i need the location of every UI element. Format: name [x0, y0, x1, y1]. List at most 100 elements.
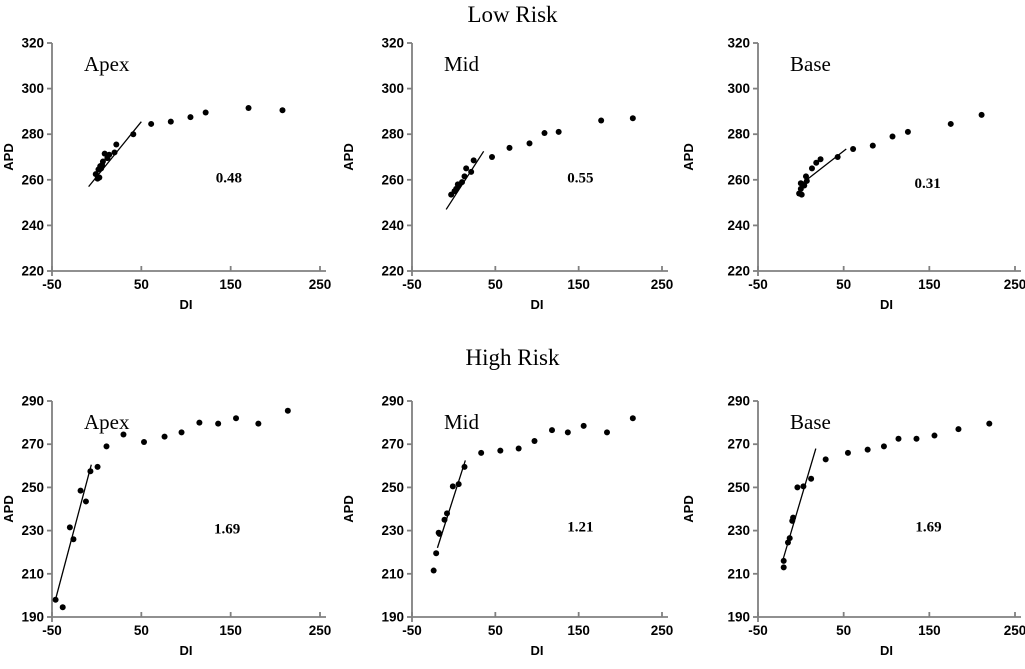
- data-point: [541, 130, 548, 137]
- chart-cell-high-apex: -50 50 150 250 190 210 230 250 270 290 DI APD Apex 1.…: [0, 387, 340, 669]
- data-point: [850, 146, 857, 153]
- y-tick-label: 300: [21, 81, 44, 96]
- data-point: [94, 463, 101, 470]
- chart-low-risk-mid: -50 50 150 250 220 240 260 280 300 320 DI APD Mid 0.5…: [341, 36, 674, 313]
- data-point: [986, 420, 993, 427]
- chart-cell-low-base: -50 50 150 250 220 240 260 280 300 320 DI APD Base 0.…: [680, 28, 1025, 331]
- y-tick-label: 220: [21, 264, 44, 279]
- x-tick-label: 150: [567, 623, 590, 638]
- x-tick-label: 50: [836, 623, 851, 638]
- data-point: [215, 420, 222, 427]
- data-point: [161, 433, 168, 440]
- data-point: [794, 484, 801, 491]
- data-point: [463, 165, 470, 172]
- data-point: [808, 165, 815, 172]
- data-point: [803, 177, 810, 184]
- y-axis-label: APD: [341, 495, 356, 522]
- panel-label: Apex: [84, 52, 130, 76]
- charts-row-low-risk: -50 50 150 250 220 240 260 280 300 320 DI APD Apex 0.…: [0, 28, 1025, 331]
- data-point: [817, 156, 824, 163]
- panel-label: Mid: [444, 52, 480, 76]
- data-point: [489, 154, 495, 160]
- y-tick-label: 190: [21, 610, 44, 625]
- chart-cell-high-mid: -50 50 150 250 190 210 230 250 270 290 DI APD Mid 1.2…: [340, 387, 680, 669]
- data-point: [889, 133, 896, 140]
- data-point: [103, 443, 110, 450]
- data-point: [233, 415, 240, 422]
- data-point: [70, 536, 77, 543]
- data-point: [461, 463, 468, 470]
- data-point: [470, 157, 477, 164]
- y-tick-label: 190: [727, 610, 750, 625]
- y-tick-label: 290: [727, 394, 750, 409]
- data-point: [955, 426, 962, 433]
- chart-cell-low-mid: -50 50 150 250 220 240 260 280 300 320 DI APD Mid 0.5…: [340, 28, 680, 331]
- data-point: [82, 498, 89, 505]
- slope-annotation: 1.69: [915, 519, 941, 535]
- slope-annotation: 0.31: [914, 176, 940, 192]
- trend-line: [55, 464, 92, 598]
- data-point: [555, 128, 562, 135]
- x-tick-label: -50: [42, 277, 62, 292]
- y-tick-label: 240: [727, 218, 750, 233]
- data-point: [52, 596, 59, 603]
- data-point: [87, 468, 94, 475]
- data-point: [455, 481, 462, 488]
- x-tick-label: 250: [1004, 623, 1025, 638]
- data-point: [580, 422, 587, 429]
- y-tick-label: 280: [381, 127, 404, 142]
- data-point: [459, 179, 465, 186]
- y-tick-label: 210: [21, 566, 44, 581]
- x-tick-label: -50: [402, 623, 422, 638]
- data-point: [931, 432, 938, 439]
- chart-cell-high-base: -50 50 150 250 190 210 230 250 270 290 DI APD Base 1.…: [680, 387, 1025, 669]
- data-point: [433, 550, 440, 557]
- data-point: [780, 564, 787, 571]
- data-point: [802, 173, 809, 180]
- data-point: [506, 144, 513, 151]
- trend-line: [445, 150, 485, 210]
- y-tick-label: 220: [727, 264, 750, 279]
- y-tick-label: 260: [21, 172, 44, 187]
- slope-annotation: 1.69: [214, 521, 240, 537]
- x-tick-label: 50: [134, 277, 149, 292]
- y-tick-label: 320: [727, 36, 750, 51]
- data-point: [255, 420, 262, 427]
- data-point: [113, 141, 120, 148]
- data-point: [978, 111, 985, 118]
- data-point: [77, 487, 84, 494]
- data-point: [604, 429, 610, 436]
- y-tick-label: 230: [21, 523, 44, 538]
- data-point: [202, 109, 209, 116]
- x-axis-label: DI: [180, 643, 193, 658]
- panel-label: Mid: [444, 410, 480, 434]
- data-point: [468, 168, 475, 175]
- y-tick-label: 230: [381, 523, 404, 538]
- x-tick-label: 250: [651, 277, 674, 292]
- data-point: [947, 120, 954, 127]
- y-axis-label: APD: [681, 495, 696, 522]
- data-point: [284, 407, 291, 414]
- data-point: [526, 140, 533, 147]
- data-point: [780, 557, 787, 564]
- chart-high-risk-mid: -50 50 150 250 190 210 230 250 270 290 DI APD Mid 1.2…: [341, 394, 673, 659]
- y-tick-label: 300: [381, 81, 404, 96]
- data-point: [790, 514, 797, 521]
- x-tick-label: -50: [748, 277, 768, 292]
- data-point: [106, 151, 113, 158]
- data-point: [196, 419, 203, 426]
- data-point: [141, 439, 148, 446]
- data-point: [187, 114, 194, 121]
- data-point: [436, 530, 443, 537]
- y-tick-label: 270: [727, 437, 750, 452]
- x-tick-label: 250: [1004, 277, 1025, 292]
- data-point: [167, 118, 174, 125]
- slope-annotation: 1.21: [567, 519, 593, 535]
- chart-low-risk-apex: -50 50 150 250 220 240 260 280 300 320 DI APD Apex 0.…: [1, 36, 331, 313]
- x-tick-label: 150: [567, 277, 590, 292]
- x-axis-label: DI: [880, 297, 893, 312]
- x-tick-label: 150: [918, 623, 941, 638]
- y-tick-label: 270: [21, 437, 44, 452]
- chart-high-risk-apex: -50 50 150 250 190 210 230 250 270 290 DI APD Apex 1.…: [1, 394, 331, 659]
- y-axis-label: APD: [1, 143, 16, 170]
